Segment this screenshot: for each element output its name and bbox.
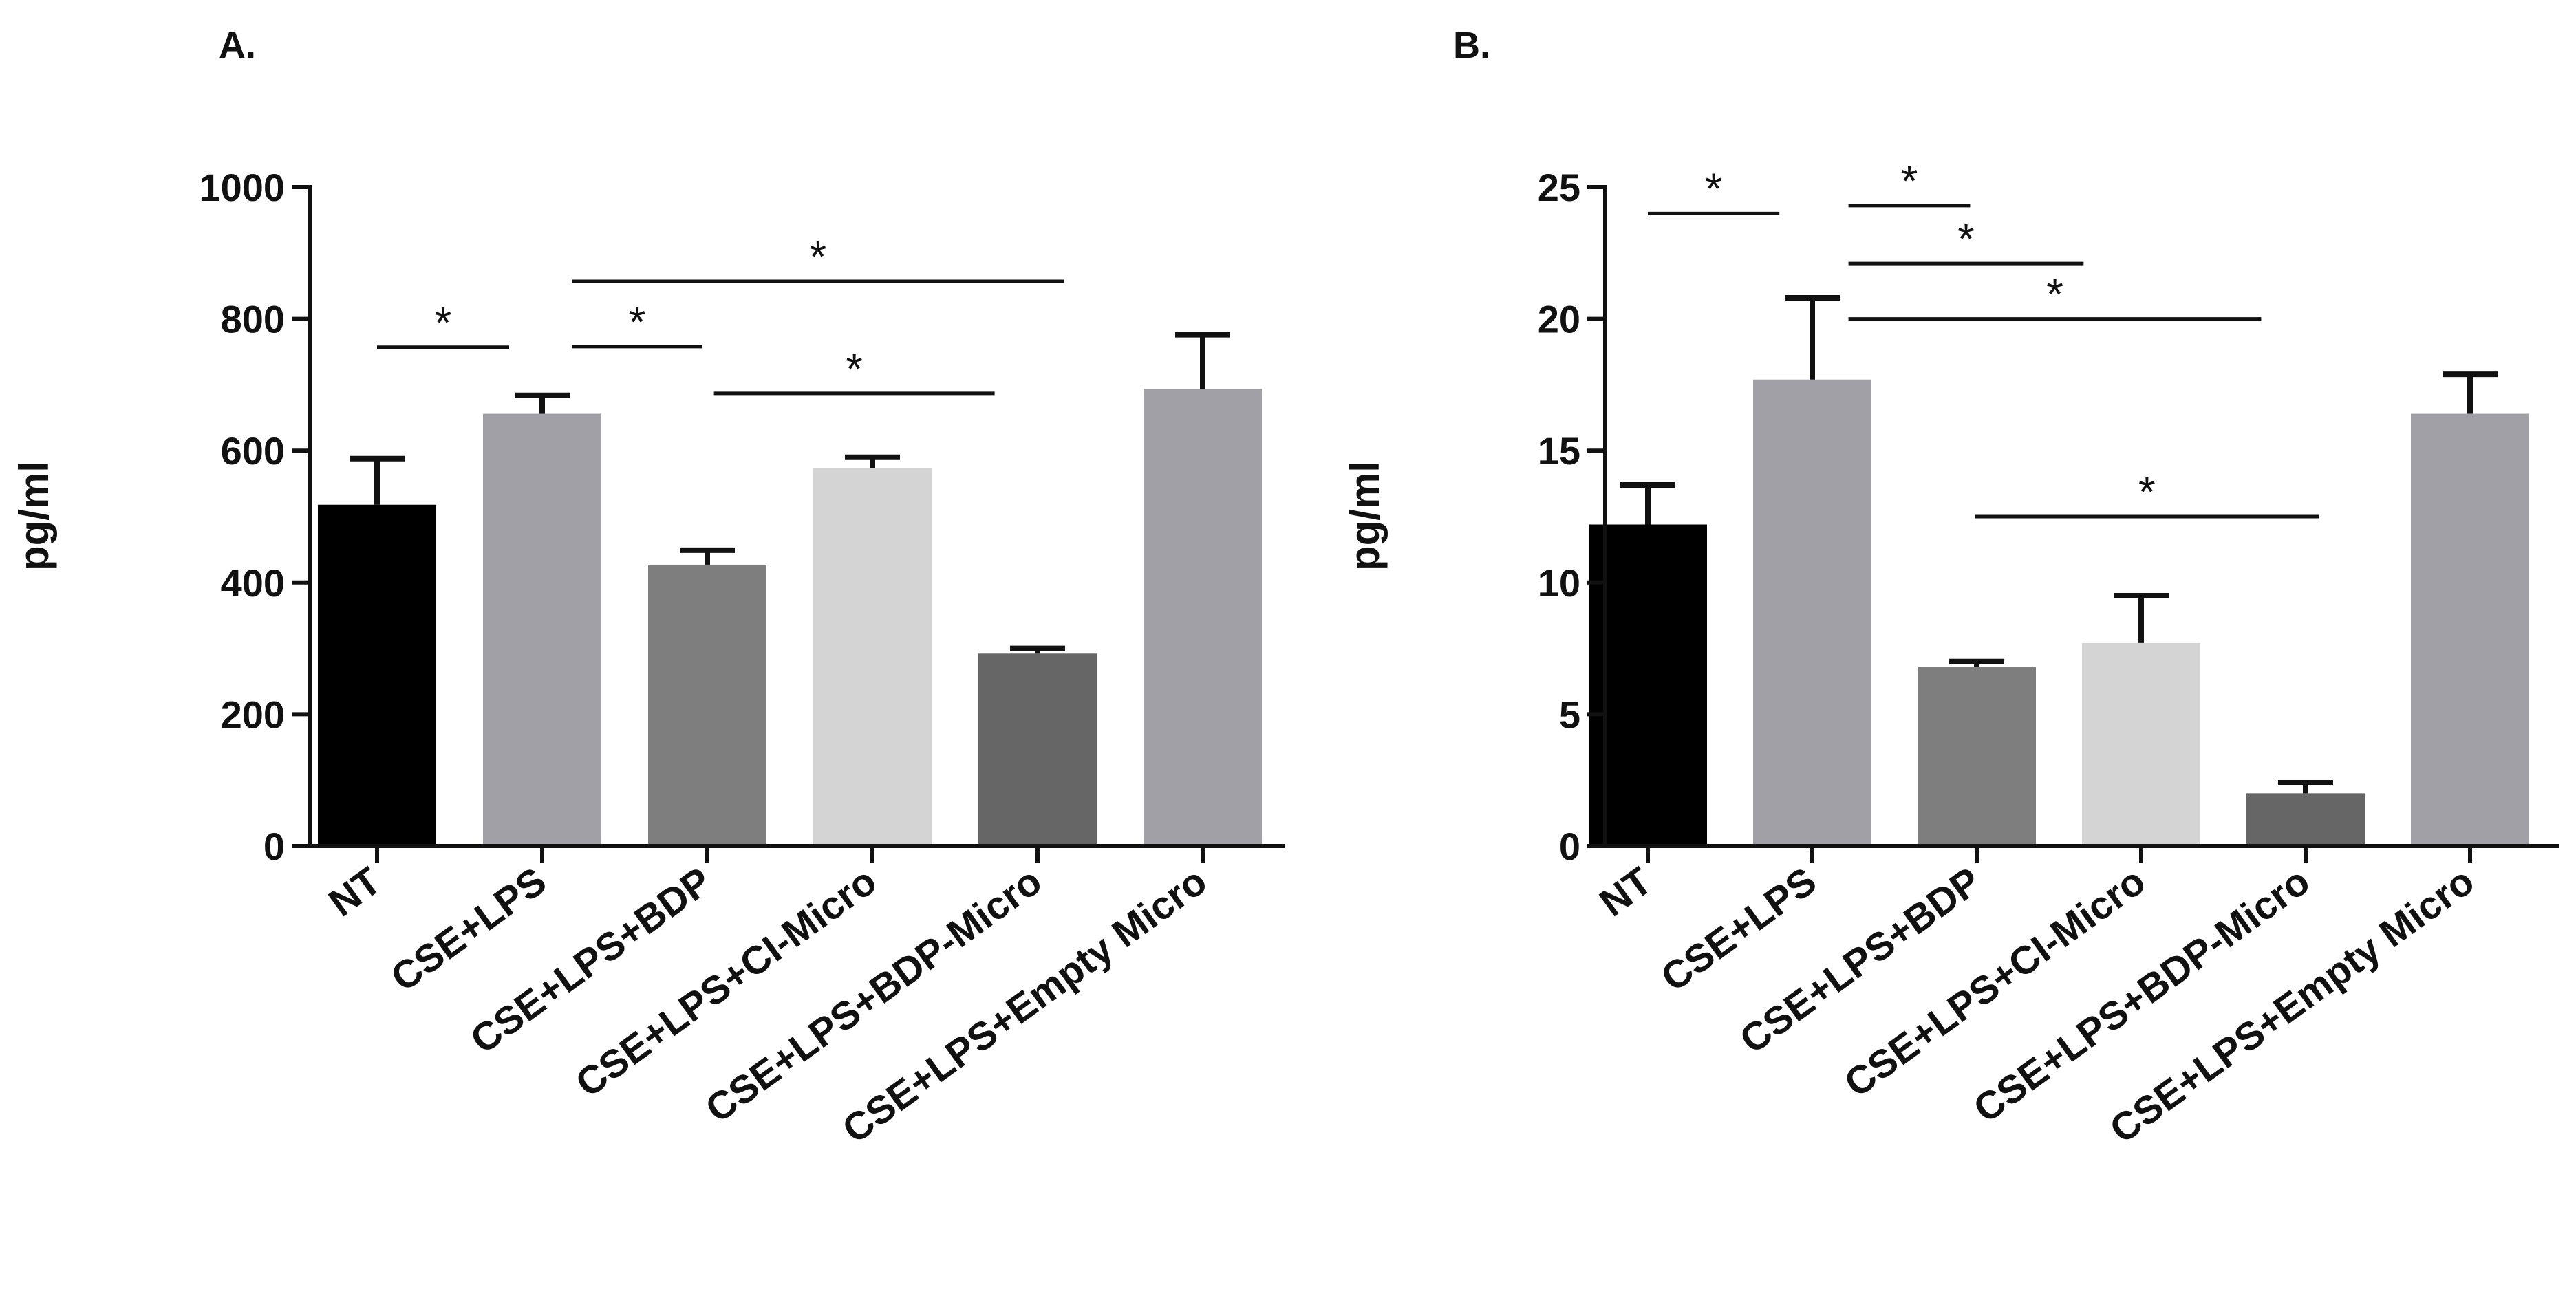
- panel-b: B. 0510152025NTCSE+LPSCSE+LPS+BDPCSE+LPS…: [1342, 25, 2559, 1152]
- bar-2: [483, 413, 601, 846]
- significance-star-1: *: [435, 298, 452, 347]
- significance-star-3: *: [809, 232, 826, 281]
- panel-b-label: B.: [1453, 25, 1490, 66]
- chart-b: 0510152025NTCSE+LPSCSE+LPS+BDPCSE+LPS+CI…: [1342, 156, 2559, 1152]
- y-tick-label-0: 0: [1559, 825, 1580, 868]
- bar-6: [1144, 389, 1262, 846]
- y-tick-label-5: 5: [1559, 693, 1580, 736]
- x-category-label-1: NT: [321, 859, 389, 926]
- bar-1: [318, 504, 436, 846]
- bar-2: [1753, 379, 1871, 846]
- y-axis-label: pg/ml: [11, 461, 57, 571]
- chart-a: 02004006008001000NTCSE+LPSCSE+LPS+BDPCSE…: [11, 166, 1285, 1152]
- significance-star-5: *: [2138, 467, 2156, 517]
- y-tick-label-200: 200: [221, 693, 285, 736]
- y-tick-label-600: 600: [221, 429, 285, 473]
- x-category-label-4: CSE+LPS+CI-Micro: [1836, 859, 2153, 1106]
- bar-6: [2411, 413, 2529, 846]
- y-axis-label: pg/ml: [1342, 461, 1388, 571]
- panel-a: A. 02004006008001000NTCSE+LPSCSE+LPS+BDP…: [11, 25, 1285, 1152]
- significance-star-2: *: [629, 297, 646, 347]
- bar-4: [2082, 642, 2200, 846]
- bar-4: [813, 468, 932, 846]
- bar-3: [1918, 667, 2036, 846]
- y-tick-label-20: 20: [1538, 298, 1580, 341]
- bar-1: [1589, 524, 1707, 846]
- significance-star-3: *: [1957, 214, 1975, 263]
- bar-5: [978, 653, 1097, 846]
- panel-a-label: A.: [219, 25, 256, 66]
- y-tick-label-25: 25: [1538, 166, 1580, 209]
- y-tick-label-800: 800: [221, 298, 285, 341]
- bar-5: [2246, 793, 2365, 846]
- significance-star-4: *: [846, 344, 863, 393]
- y-tick-label-400: 400: [221, 561, 285, 605]
- y-tick-label-0: 0: [264, 825, 285, 868]
- y-tick-label-10: 10: [1538, 561, 1580, 605]
- y-tick-label-1000: 1000: [199, 166, 285, 209]
- bar-3: [648, 564, 766, 846]
- x-category-label-4: CSE+LPS+CI-Micro: [568, 859, 884, 1106]
- significance-star-1: *: [1705, 164, 1722, 213]
- x-category-label-1: NT: [1592, 859, 1660, 926]
- y-tick-label-15: 15: [1538, 429, 1580, 473]
- significance-star-4: *: [2046, 270, 2063, 319]
- significance-star-2: *: [1901, 156, 1918, 206]
